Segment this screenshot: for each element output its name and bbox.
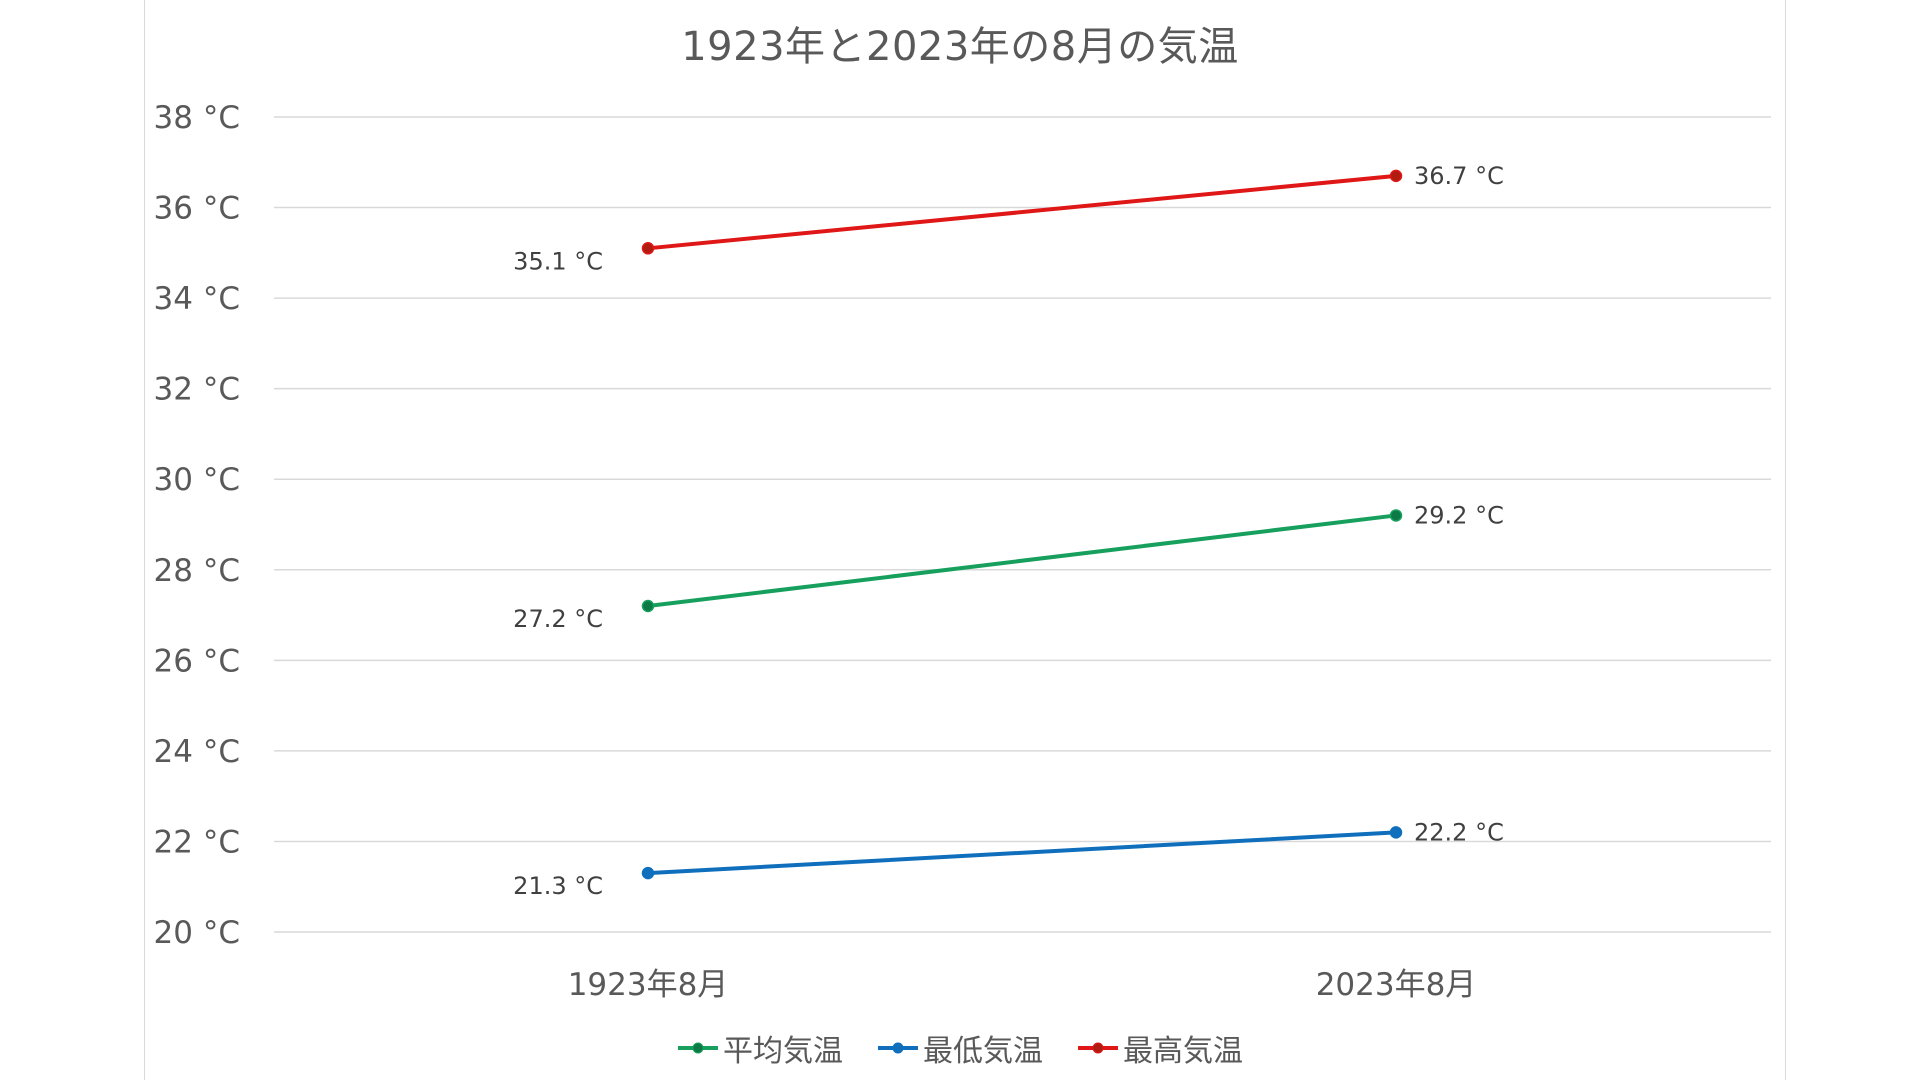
chart-frame [144, 0, 1786, 1080]
legend-marker-icon [678, 1042, 718, 1054]
y-tick-label: 38 °C [154, 100, 240, 136]
legend-label: 最低気温 [923, 1034, 1043, 1069]
data-point [641, 599, 655, 613]
data-label: 29.2 °C [1414, 501, 1504, 529]
y-tick-label: 36 °C [154, 191, 240, 227]
data-point [1389, 509, 1403, 522]
data-label: 21.3 °C [513, 872, 603, 900]
legend-item: 平均気温 [677, 1026, 843, 1070]
data-point [1389, 826, 1403, 839]
x-tick-label: 1923年8月 [568, 967, 729, 1003]
data-point [641, 866, 655, 880]
legend-item: 最低気温 [877, 1026, 1043, 1070]
data-label: 27.2 °C [513, 605, 603, 633]
legend-marker-icon [1078, 1042, 1118, 1054]
series-line [646, 830, 1398, 876]
y-tick-label: 30 °C [154, 462, 240, 498]
y-tick-label: 20 °C [154, 915, 240, 951]
y-tick-label: 22 °C [154, 824, 240, 860]
y-tick-label: 26 °C [154, 643, 240, 679]
y-tick-label: 28 °C [154, 553, 240, 589]
legend-dot [892, 1042, 904, 1054]
chart-legend: 平均気温 最低気温 最高気温 [0, 1026, 1920, 1070]
legend-dot [1092, 1042, 1104, 1054]
y-tick-label: 34 °C [154, 281, 240, 317]
data-point [1389, 169, 1403, 183]
y-tick-label: 32 °C [154, 372, 240, 408]
x-tick-label: 2023年8月 [1316, 967, 1477, 1003]
series-line [646, 513, 1398, 608]
legend-item: 最高気温 [1077, 1026, 1243, 1070]
chart-title: 1923年と2023年の8月の気温 [681, 24, 1239, 70]
legend-marker-icon [878, 1042, 918, 1054]
data-label: 36.7 °C [1414, 162, 1504, 190]
legend-label: 平均気温 [723, 1034, 843, 1069]
data-label: 22.2 °C [1414, 818, 1504, 846]
series-line [646, 173, 1398, 251]
legend-dot [692, 1042, 704, 1054]
line-chart-plot: 38 °C 36 °C 34 °C 32 °C 30 °C 28 °C 26 °C 24 °C… [154, 100, 1771, 1003]
y-tick-label: 24 °C [154, 734, 240, 770]
legend-label: 最高気温 [1123, 1034, 1243, 1069]
data-label: 35.1 °C [513, 247, 603, 275]
data-point [641, 242, 655, 255]
